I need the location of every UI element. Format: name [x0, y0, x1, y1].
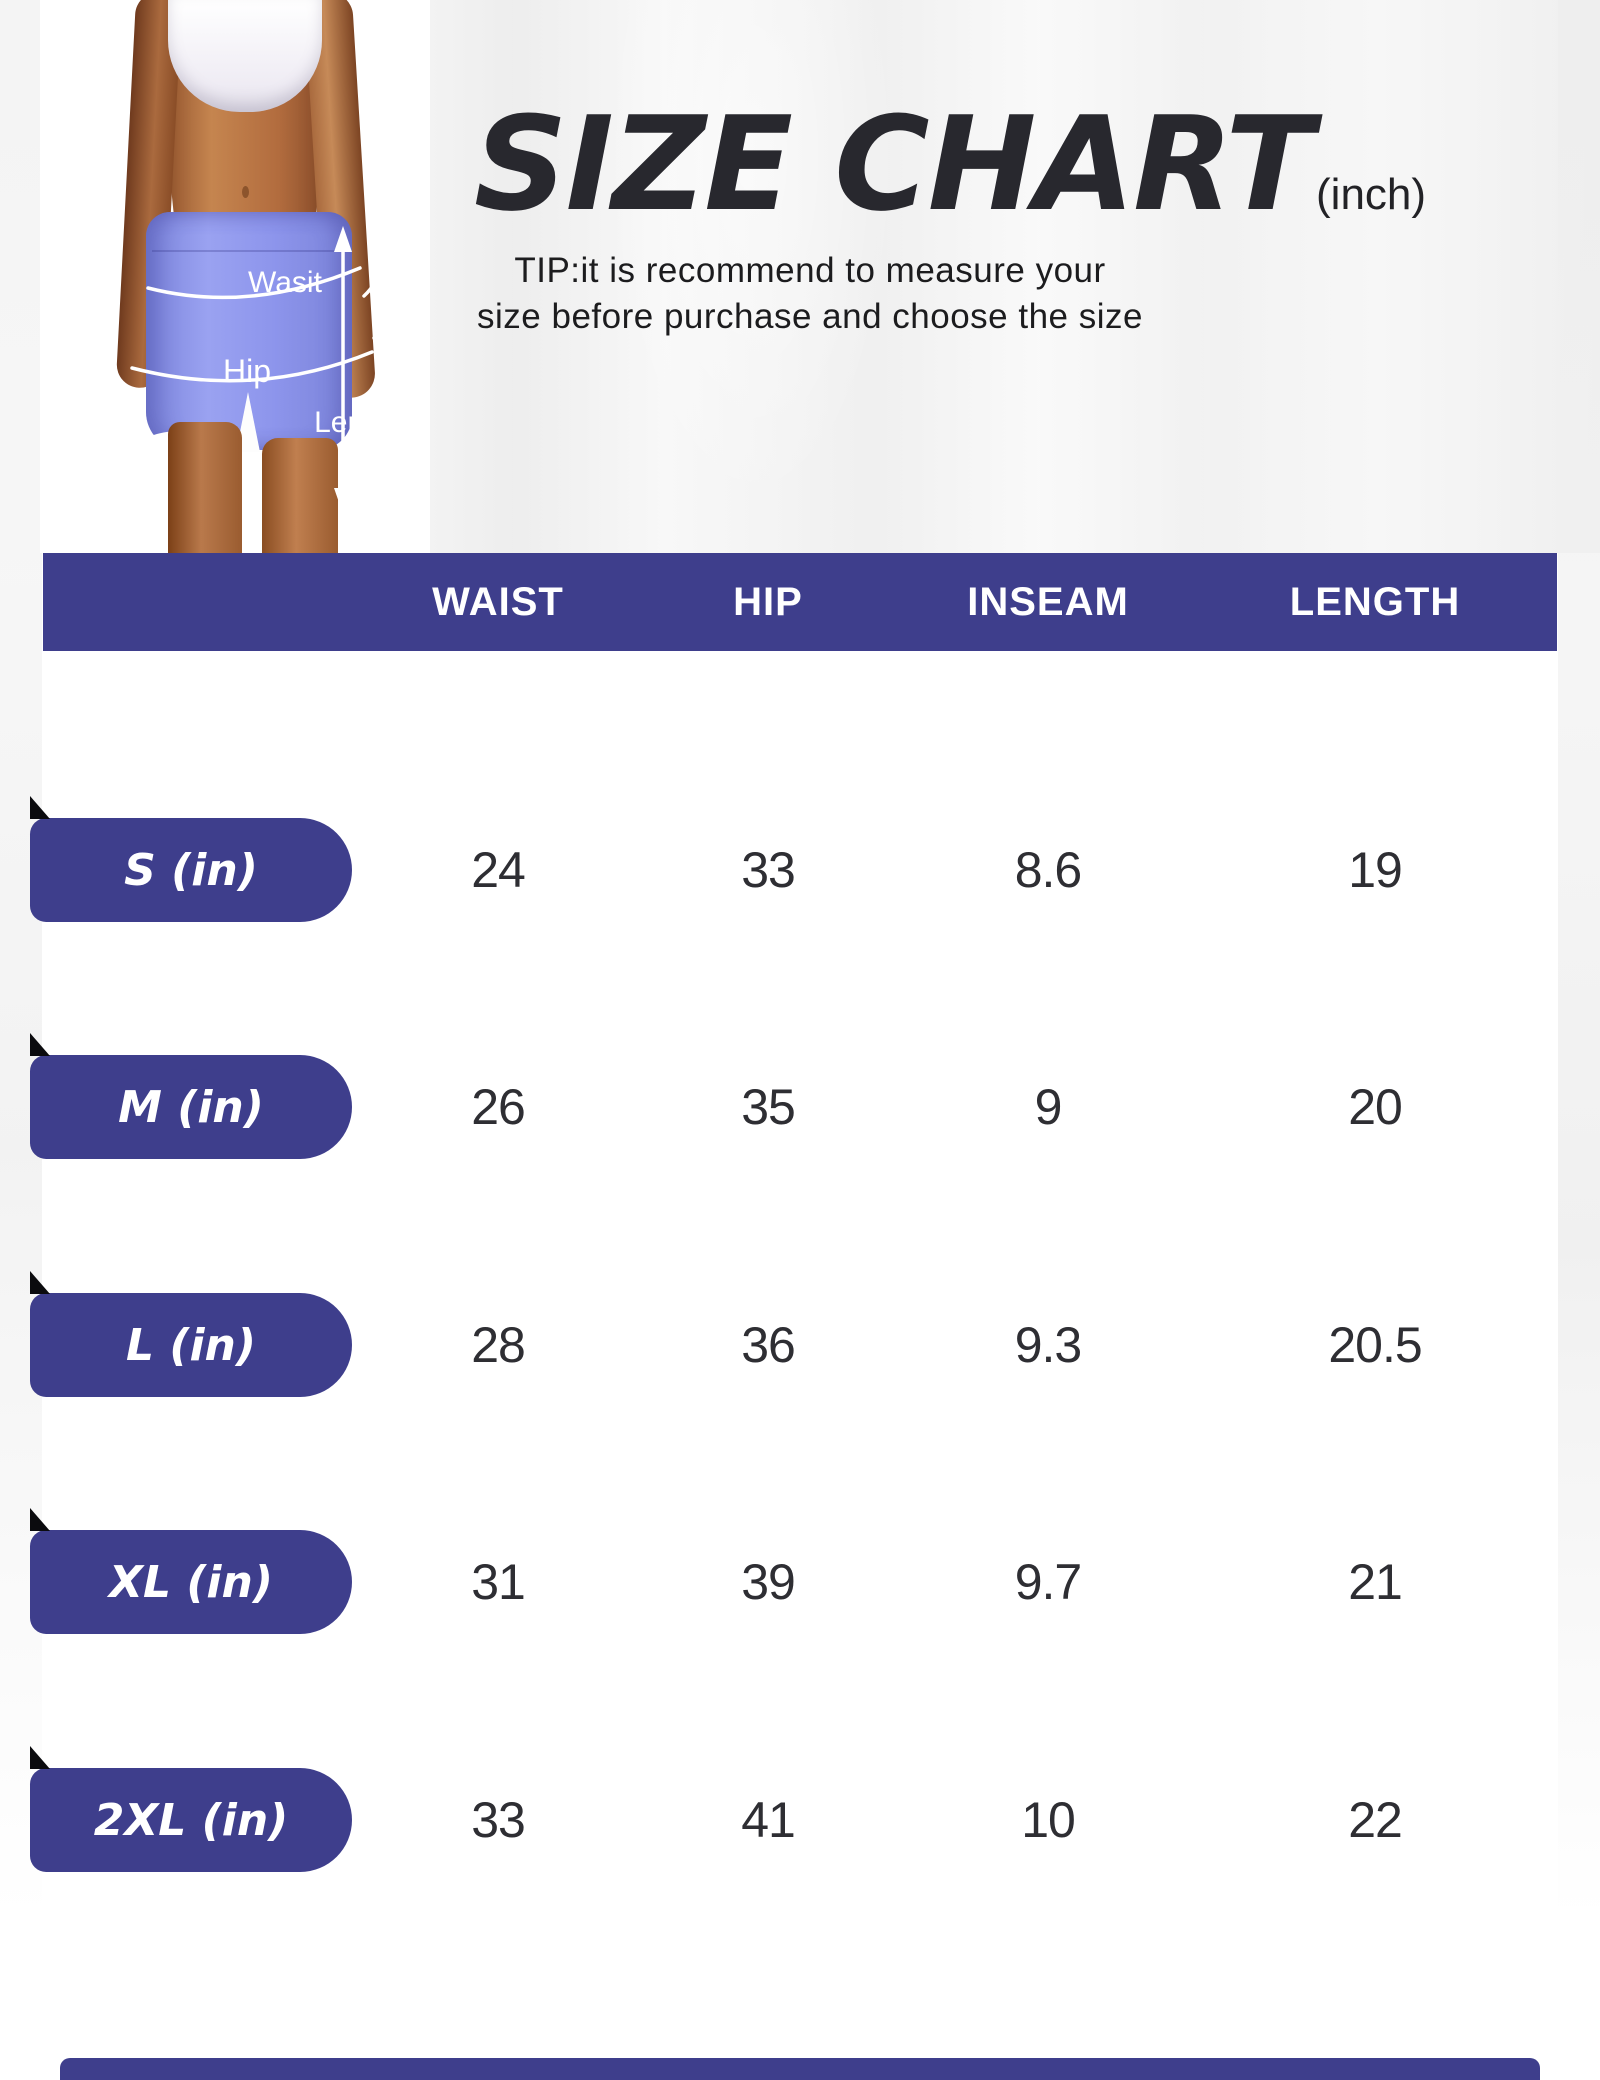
size-pill-label: 2XL (in) [93, 1794, 289, 1846]
sports-bra [168, 0, 322, 112]
value-2xl-length: 22 [1348, 1792, 1403, 1848]
model-right-leg [262, 438, 338, 553]
waist-guide-label: Wasit [248, 266, 323, 299]
table-header: WAIST HIP INSEAM LENGTH [43, 553, 1557, 651]
size-pill-xl: XL (in) [30, 1530, 352, 1634]
value-m-hip: 35 [741, 1079, 796, 1135]
value-2xl-waist: 33 [471, 1792, 526, 1848]
size-pill-m: M (in) [30, 1055, 352, 1159]
tip-line-2: size before purchase and choose the size [477, 297, 1143, 337]
column-header-waist: WAIST [432, 579, 564, 624]
title-unit: (inch) [1316, 170, 1427, 219]
size-pill-label: L (in) [126, 1319, 256, 1371]
value-s-hip: 33 [741, 842, 796, 898]
tip-text: TIP:it is recommend to measure your size… [400, 248, 1220, 340]
size-pill-label: XL (in) [109, 1556, 273, 1608]
hip-wrap-arc [372, 336, 387, 388]
waist-measure-line [146, 266, 362, 300]
title-block: SIZE CHART(inch) [380, 88, 1520, 240]
column-header-inseam: INSEAM [967, 579, 1129, 624]
tip-line-1: TIP:it is recommend to measure your [514, 251, 1106, 290]
value-m-length: 20 [1348, 1079, 1403, 1135]
background-texture-right [1558, 0, 1600, 1920]
model-left-leg [168, 422, 242, 553]
value-s-inseam: 8.6 [1014, 842, 1083, 898]
value-l-waist: 28 [471, 1317, 526, 1373]
value-xl-length: 21 [1348, 1554, 1403, 1610]
table-row-2xl: 2XL (in) 33 41 10 22 [30, 1768, 1557, 1872]
size-pill-s: S (in) [30, 818, 352, 922]
value-l-inseam: 9.3 [1014, 1317, 1083, 1373]
table-row-xl: XL (in) 31 39 9.7 21 [30, 1530, 1557, 1634]
table-row-m: M (in) 26 35 9 20 [30, 1055, 1557, 1159]
page-title: SIZE CHART [473, 88, 1314, 240]
value-s-length: 19 [1348, 842, 1403, 898]
shorts-waistband-seam [152, 250, 346, 252]
value-xl-inseam: 9.7 [1014, 1554, 1083, 1610]
column-header-hip: HIP [733, 579, 803, 624]
table-row-s: S (in) 24 33 8.6 19 [30, 818, 1557, 922]
length-arrow-down-icon [334, 488, 352, 514]
length-arrow-up-icon [334, 226, 352, 252]
background-texture-left [0, 0, 42, 1920]
footer-bar [60, 2058, 1540, 2080]
model-navel [242, 186, 249, 198]
value-xl-waist: 31 [471, 1554, 526, 1610]
value-l-length: 20.5 [1328, 1317, 1422, 1373]
value-2xl-hip: 41 [741, 1792, 796, 1848]
waist-wrap-arc [362, 240, 381, 298]
size-pill-label: M (in) [118, 1081, 264, 1133]
size-pill-l: L (in) [30, 1293, 352, 1397]
background-texture-highlight [600, 0, 900, 520]
column-header-length: LENGTH [1289, 579, 1461, 624]
value-2xl-inseam: 10 [1021, 1792, 1076, 1848]
value-m-inseam: 9 [1034, 1079, 1063, 1135]
value-xl-hip: 39 [741, 1554, 796, 1610]
measurement-annotations: Wasit Hip Length [130, 226, 400, 514]
table-row-l: L (in) 28 36 9.3 20.5 [30, 1293, 1557, 1397]
product-photo: Wasit Hip Length [40, 0, 400, 553]
size-pill-label: S (in) [124, 844, 258, 896]
hip-guide-label: Hip [223, 353, 271, 389]
value-l-hip: 36 [741, 1317, 796, 1373]
value-m-waist: 26 [471, 1079, 526, 1135]
value-s-waist: 24 [471, 842, 526, 898]
length-guide-label: Length [314, 406, 400, 439]
size-pill-2xl: 2XL (in) [30, 1768, 352, 1872]
